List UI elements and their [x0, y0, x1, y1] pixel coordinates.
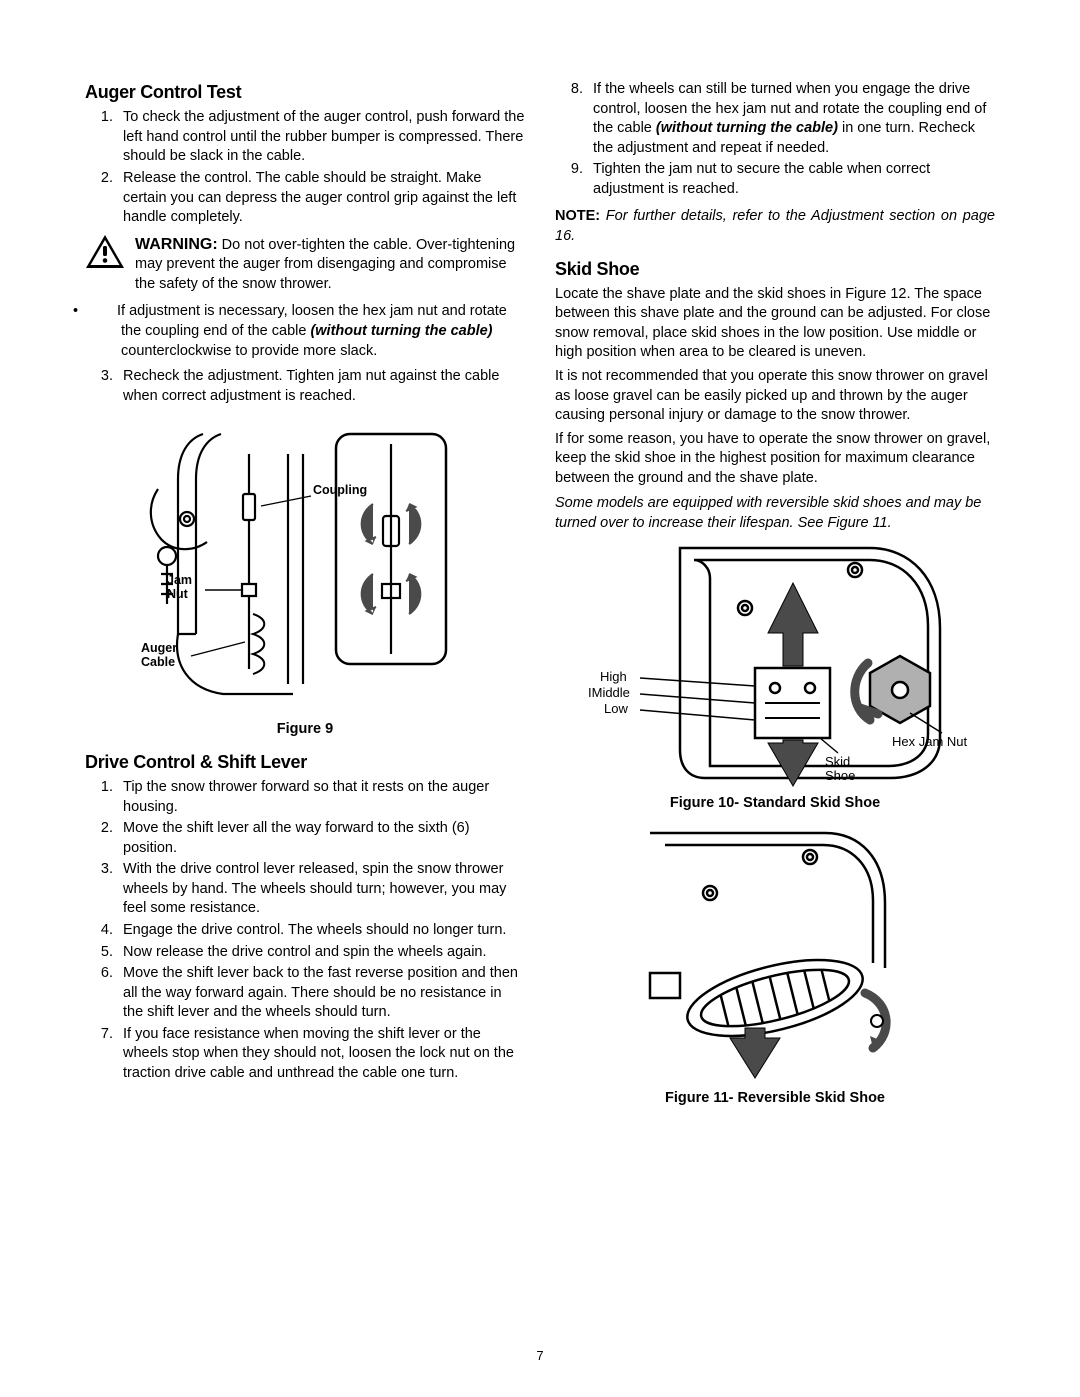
- figure-9-svg: Coupling JamNut AugerCable: [133, 424, 478, 714]
- skid-para-1: Locate the shave plate and the skid shoe…: [555, 285, 995, 363]
- fig9-label-augercable: AugerCable: [141, 641, 177, 669]
- fig10-label-hexjam: Hex Jam Nut: [892, 734, 968, 749]
- figure-10: High IMiddle Low Hex Jam Nut SkidShoe Fi…: [555, 538, 995, 814]
- list-item: Move the shift lever back to the fast re…: [117, 964, 525, 1023]
- auger-test-list-1: To check the adjustment of the auger con…: [85, 108, 525, 227]
- list-item: Recheck the adjustment. Tighten jam nut …: [117, 367, 525, 406]
- auger-test-list-2: Recheck the adjustment. Tighten jam nut …: [85, 367, 525, 406]
- list-item: Move the shift lever all the way forward…: [117, 819, 525, 858]
- list-item: If you face resistance when moving the s…: [117, 1025, 525, 1084]
- drive-control-list-cont: If the wheels can still be turned when y…: [555, 80, 995, 199]
- heading-auger-control-test: Auger Control Test: [85, 80, 525, 104]
- fig10-label-middle: IMiddle: [588, 685, 630, 700]
- skid-para-2: It is not recommended that you operate t…: [555, 367, 995, 426]
- skid-para-3: If for some reason, you have to operate …: [555, 430, 995, 489]
- heading-drive-control: Drive Control & Shift Lever: [85, 750, 525, 774]
- text-emph: (without turning the cable): [656, 120, 838, 136]
- fig10-label-low: Low: [604, 701, 628, 716]
- figure-11-svg: [625, 823, 925, 1083]
- list-item: Tip the snow thrower forward so that it …: [117, 778, 525, 817]
- list-item: With the drive control lever released, s…: [117, 860, 525, 919]
- skid-para-4: Some models are equipped with reversible…: [555, 494, 995, 533]
- figure-11-caption: Figure 11- Reversible Skid Shoe: [555, 1089, 995, 1109]
- note-text: For further details, refer to the Adjust…: [555, 208, 995, 244]
- fig9-label-coupling: Coupling: [313, 483, 367, 497]
- text: counterclockwise to provide more slack.: [121, 343, 377, 359]
- list-item: Engage the drive control. The wheels sho…: [117, 921, 525, 941]
- figure-9-caption: Figure 9: [85, 720, 525, 740]
- list-item: To check the adjustment of the auger con…: [117, 108, 525, 167]
- fig9-label-jamnut: JamNut: [167, 573, 192, 601]
- figure-11: Figure 11- Reversible Skid Shoe: [555, 823, 995, 1109]
- drive-control-list: Tip the snow thrower forward so that it …: [85, 778, 525, 1083]
- right-column: If the wheels can still be turned when y…: [555, 80, 995, 1119]
- heading-skid-shoe: Skid Shoe: [555, 257, 995, 281]
- left-column: Auger Control Test To check the adjustme…: [85, 80, 525, 1119]
- fig10-label-skidshoe: SkidShoe: [825, 754, 855, 783]
- auger-adjust-bullet: If adjustment is necessary, loosen the h…: [85, 302, 525, 361]
- list-item: Tighten the jam nut to secure the cable …: [587, 160, 995, 199]
- figure-10-caption: Figure 10- Standard Skid Shoe: [555, 794, 995, 814]
- figure-9: Coupling JamNut AugerCable Figure 9: [85, 424, 525, 740]
- warning-label: WARNING:: [135, 236, 218, 253]
- figure-10-svg: High IMiddle Low Hex Jam Nut SkidShoe: [570, 538, 980, 788]
- page-number: 7: [0, 1347, 1080, 1365]
- text-emph: (without turning the cable): [310, 323, 492, 339]
- list-item: If adjustment is necessary, loosen the h…: [99, 302, 525, 361]
- list-item: If the wheels can still be turned when y…: [587, 80, 995, 158]
- fig10-label-high: High: [600, 669, 627, 684]
- note-label: NOTE:: [555, 208, 600, 224]
- warning-block: WARNING: Do not over-tighten the cable. …: [85, 234, 525, 295]
- warning-triangle-icon: [85, 234, 125, 270]
- warning-text: WARNING: Do not over-tighten the cable. …: [135, 234, 525, 295]
- list-item: Release the control. The cable should be…: [117, 169, 525, 228]
- note-line: NOTE: For further details, refer to the …: [555, 207, 995, 246]
- list-item: Now release the drive control and spin t…: [117, 943, 525, 963]
